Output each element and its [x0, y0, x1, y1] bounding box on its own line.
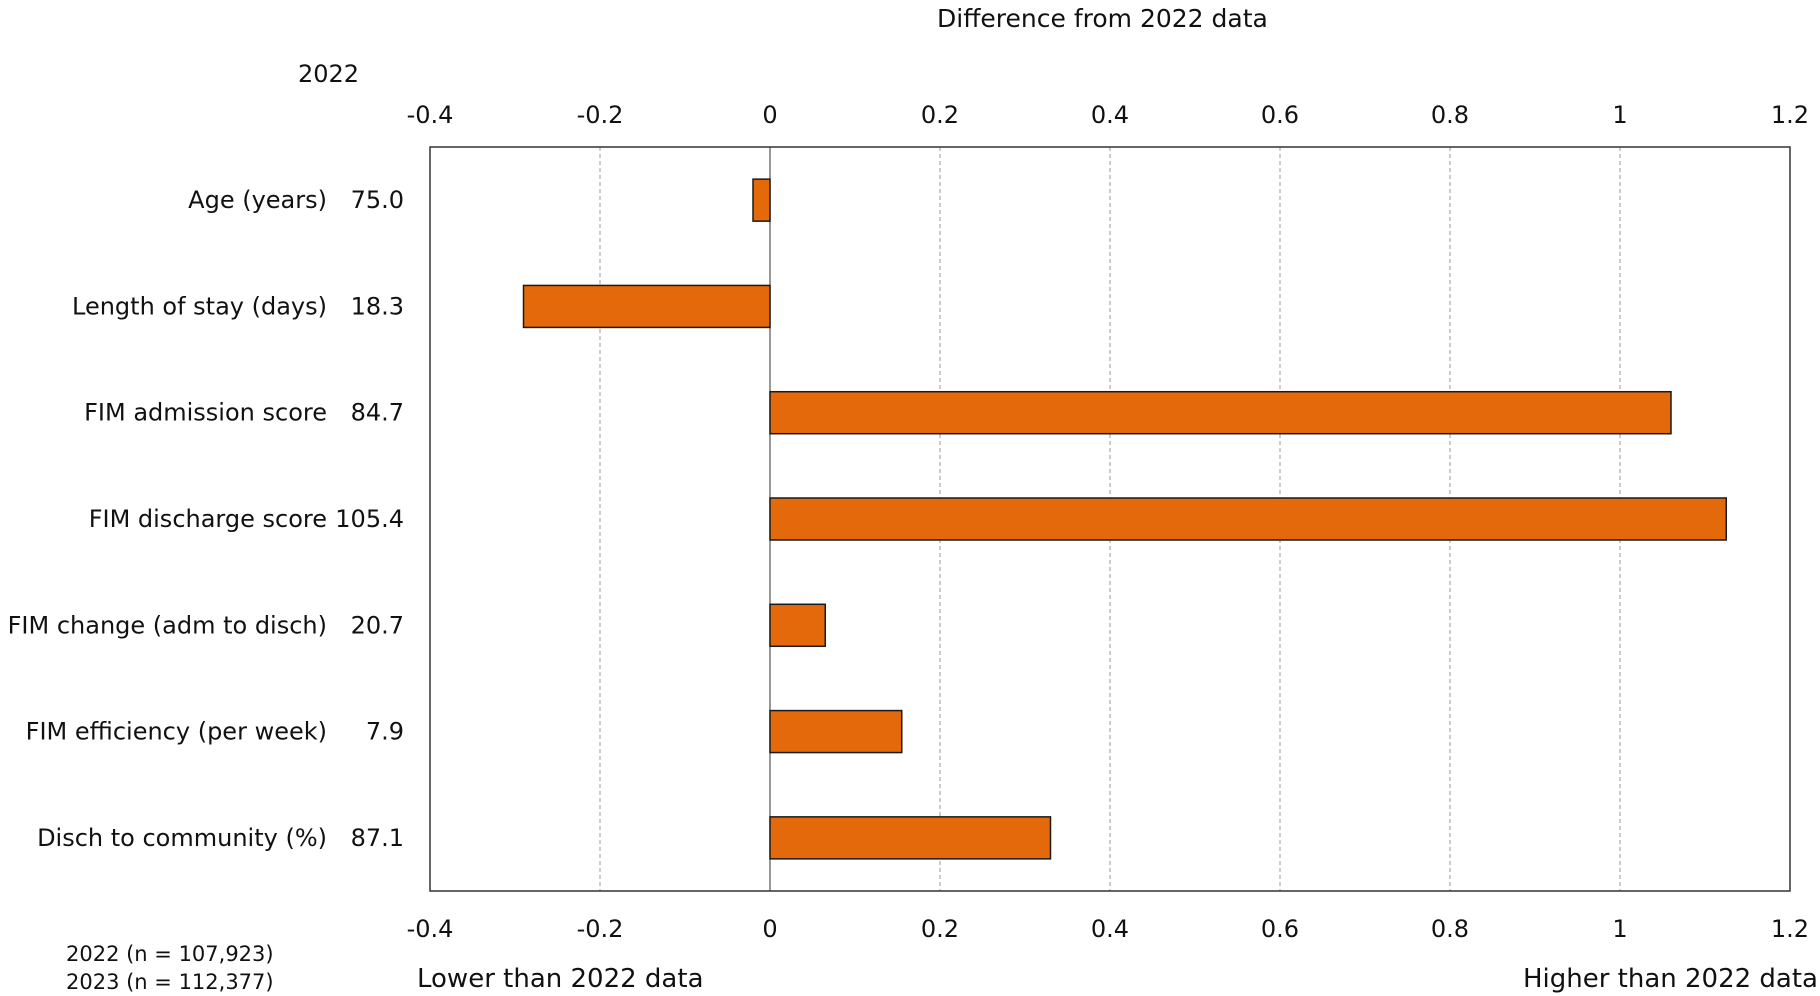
baseline-value: 105.4	[335, 505, 404, 533]
baseline-value: 75.0	[351, 186, 404, 214]
x-tick-label-top: -0.4	[407, 101, 454, 129]
bar	[769, 709, 903, 754]
x-tick-label-bottom: -0.2	[577, 915, 624, 943]
x-tick-label-bottom: 1	[1612, 915, 1627, 943]
bar	[769, 603, 826, 648]
x-tick-label-bottom: 0.4	[1091, 915, 1129, 943]
x-tick-label-top: 0	[762, 101, 777, 129]
baseline-value: 84.7	[351, 399, 404, 427]
bar	[769, 816, 1052, 860]
x-tick-label-top: 0.4	[1091, 101, 1129, 129]
bar	[769, 390, 1672, 435]
plot-frame	[429, 146, 1791, 892]
baseline-column-heading: 2022	[298, 60, 360, 88]
x-tick-label-top: 0.8	[1431, 101, 1469, 129]
chart-title: Difference from 2022 data	[937, 4, 1268, 33]
x-tick-label-bottom: 1.2	[1771, 915, 1809, 943]
x-tick-label-bottom: 0.2	[921, 915, 959, 943]
bar	[752, 178, 771, 222]
lower-than-label: Lower than 2022 data	[417, 964, 704, 994]
x-tick-label-bottom: 0.6	[1261, 915, 1299, 943]
x-tick-label-bottom: 0.8	[1431, 915, 1469, 943]
x-tick-label-bottom: -0.4	[407, 915, 454, 943]
x-tick-label-top: 1	[1612, 101, 1627, 129]
baseline-value: 18.3	[351, 292, 404, 320]
baseline-value: 20.7	[351, 611, 404, 639]
sample-size-2023: 2023 (n = 112,377)	[66, 970, 274, 994]
x-tick-label-top: 1.2	[1771, 101, 1809, 129]
baseline-value: 7.9	[366, 718, 404, 746]
category-label: FIM change (adm to disch)	[8, 611, 327, 639]
x-tick-label-top: -0.2	[577, 101, 624, 129]
category-label: Disch to community (%)	[37, 824, 327, 852]
x-tick-label-top: 0.6	[1261, 101, 1299, 129]
x-tick-label-bottom: 0	[762, 915, 777, 943]
category-label: FIM efficiency (per week)	[26, 718, 327, 746]
bar	[769, 497, 1727, 541]
category-label: Age (years)	[188, 186, 327, 214]
bar	[522, 284, 771, 329]
category-label: Length of stay (days)	[72, 292, 327, 320]
sample-size-2022: 2022 (n = 107,923)	[66, 942, 274, 966]
x-tick-label-top: 0.2	[921, 101, 959, 129]
category-label: FIM discharge score	[89, 505, 327, 533]
baseline-value: 87.1	[351, 824, 404, 852]
higher-than-label: Higher than 2022 data	[1522, 964, 1818, 994]
category-label: FIM admission score	[84, 399, 327, 427]
